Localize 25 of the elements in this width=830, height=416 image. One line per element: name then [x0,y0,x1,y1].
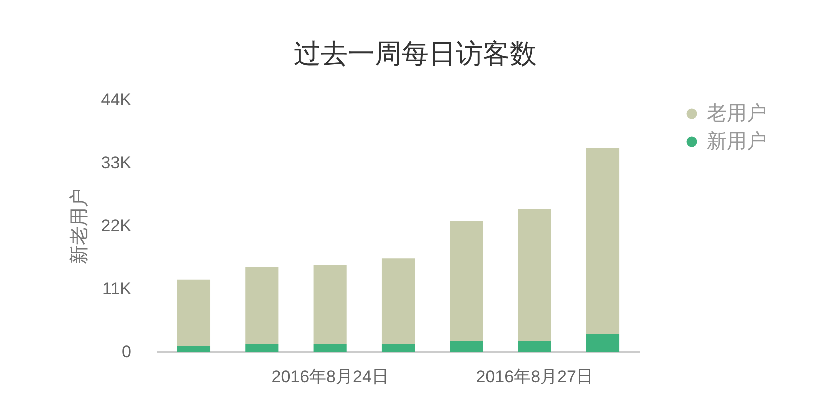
bar [518,341,552,352]
legend-label: 老用户 [707,103,767,125]
bar [314,344,347,352]
bar [382,344,416,352]
y-tick-label: 33K [101,154,132,172]
y-axis-title: 新老用户 [68,188,90,264]
bar [177,280,211,346]
x-tick-label: 2016年8月24日 [272,368,389,386]
bar [314,266,347,345]
chart-title: 过去一周每日访客数 [294,39,537,69]
bar [518,209,552,342]
bar [450,221,484,342]
bar [586,334,620,352]
bar [382,258,416,345]
y-tick-label: 44K [101,90,132,110]
bar [177,346,211,352]
y-tick-label: 11K [102,280,132,298]
y-tick-label: 22K [101,216,132,236]
bar [450,341,484,352]
bar [586,148,620,334]
x-tick-label: 2016年8月27日 [476,368,594,386]
legend-label: 新用户 [707,131,767,153]
y-tick-label: 0 [122,342,132,362]
bar [246,344,279,352]
bar [246,267,279,345]
